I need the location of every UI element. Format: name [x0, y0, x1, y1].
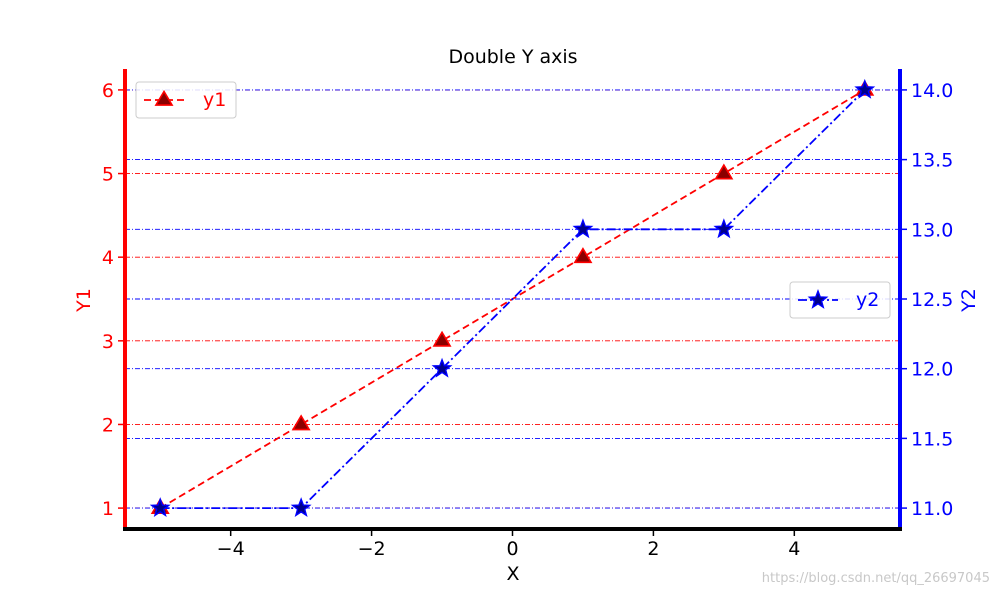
y-left-tick-label-4: 5	[102, 164, 114, 186]
x-tick-label-1: −2	[358, 538, 386, 560]
y-right-tick-label-0: 11.0	[911, 498, 953, 520]
point-y2-0	[149, 497, 171, 517]
legend-y1-marker	[154, 89, 174, 106]
y-left-axis-label: Y1	[73, 288, 95, 313]
y-left-tick-label-0: 1	[102, 498, 114, 520]
y-left-ticks: 1 2 3 4 5 6	[102, 80, 125, 520]
point-y2-3	[572, 218, 594, 239]
legend-y2-label: y2	[856, 289, 879, 311]
y-right-tick-label-1: 11.5	[911, 428, 953, 450]
chart-title: Double Y axis	[448, 46, 577, 68]
y-right-tick-label-3: 12.5	[911, 289, 953, 311]
y-right-tick-label-6: 14.0	[911, 80, 953, 102]
point-y1-4	[714, 163, 734, 180]
point-y2-2	[431, 357, 453, 378]
point-y1-2	[432, 330, 452, 347]
watermark: https://blog.csdn.net/qq_26697045	[762, 571, 990, 586]
x-ticks: −4 −2 0 2 4	[217, 529, 800, 560]
legend-y2-frame	[789, 281, 891, 319]
legend-y2-marker	[807, 289, 829, 309]
point-y2-1	[290, 497, 312, 517]
y-left-tick-label-2: 3	[102, 331, 114, 353]
x-tick-label-4: 4	[788, 538, 800, 560]
legend-y2: y2	[789, 281, 891, 319]
point-y1-3	[573, 247, 593, 264]
y-right-tick-label-4: 13.0	[911, 219, 953, 241]
series-line-y2	[160, 89, 866, 509]
y-right-tick-label-2: 12.0	[911, 359, 953, 381]
y-right-tick-label-5: 13.5	[911, 150, 953, 172]
x-axis-label: X	[506, 563, 519, 585]
legend-y1-label: y1	[203, 89, 226, 111]
legend-y1: y1	[135, 81, 237, 119]
y-right-axis-label: Y2	[958, 288, 980, 313]
series-layer	[149, 78, 876, 517]
point-y2-5	[854, 78, 876, 99]
x-tick-label-2: 0	[506, 538, 518, 560]
point-y1-1	[291, 414, 311, 431]
y-left-tick-label-1: 2	[102, 414, 114, 436]
y-left-tick-label-5: 6	[102, 80, 114, 102]
x-tick-label-0: −4	[217, 538, 245, 560]
y-right-ticks: 11.0 11.5 12.0 12.5 13.0 13.5 14.0	[900, 80, 953, 520]
point-y2-4	[713, 218, 735, 239]
x-tick-label-3: 2	[647, 538, 659, 560]
y-left-tick-label-3: 4	[102, 247, 114, 269]
legend-y1-frame	[135, 81, 237, 119]
